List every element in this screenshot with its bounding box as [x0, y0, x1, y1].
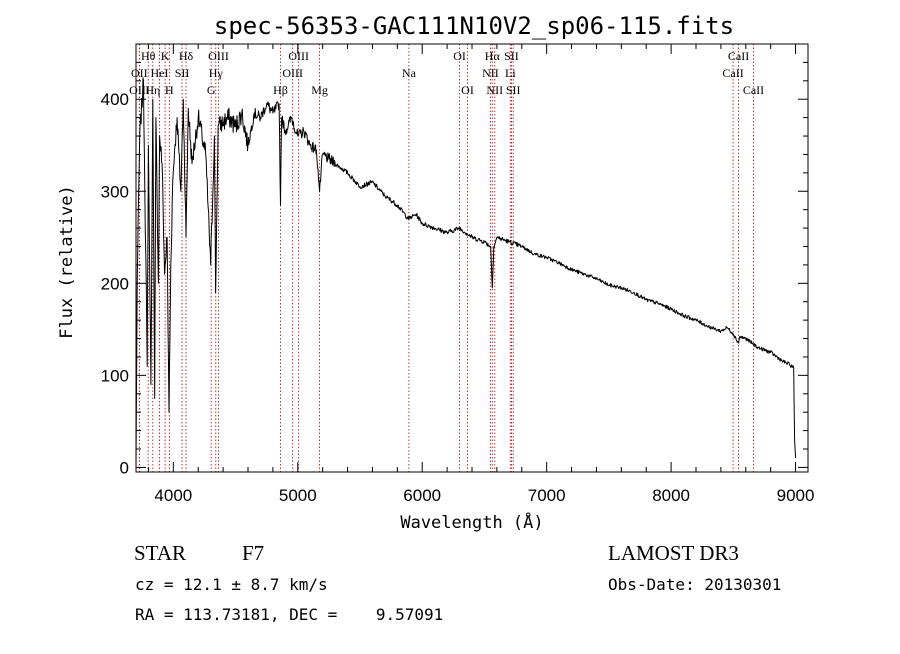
spectral-line-label: SII: [504, 49, 519, 63]
spectral-line-label: SII: [506, 83, 521, 97]
spectral-line-label: NII: [486, 83, 503, 97]
flux-line: [135, 77, 797, 468]
survey-name: LAMOST DR3: [608, 541, 739, 565]
x-tick-label: 7000: [528, 486, 566, 505]
spectral-line-markers: [138, 44, 754, 472]
spectral-line-label: H: [165, 83, 174, 97]
obs-date: Obs-Date: 20130301: [608, 575, 781, 594]
spectral-line-label: OIII: [282, 66, 303, 80]
y-tick-label: 100: [101, 366, 129, 385]
y-tick-label: 400: [101, 90, 129, 109]
y-axis-ticks: 0 100 200 300 400: [101, 61, 808, 477]
spectral-line-label: Mg: [311, 83, 328, 97]
x-tick-label: 9000: [777, 486, 815, 505]
spectral-line-label: Li: [505, 66, 516, 80]
y-axis-label: Flux (relative): [57, 185, 77, 339]
spectral-line-label: OI: [461, 83, 474, 97]
spectral-line-label: CaII: [743, 83, 764, 97]
chart-title: spec-56353-GAC111N10V2_sp06-115.fits: [214, 12, 734, 40]
spectral-line-label: K: [161, 49, 170, 63]
spectral-line-label: NII: [482, 66, 499, 80]
spectral-line-label: OIII: [129, 83, 150, 97]
spectral-line-label: Hγ: [209, 66, 224, 80]
x-axis-ticks: 4000 5000 6000 7000 8000 9000: [147, 44, 815, 505]
spectral-line-label: OII: [131, 66, 148, 80]
y-tick-label: 0: [120, 458, 129, 477]
spectral-line-label: Hβ: [273, 83, 288, 97]
spectral-line-label: Hδ: [179, 49, 194, 63]
object-class: STAR: [134, 541, 186, 565]
y-tick-label: 300: [101, 182, 129, 201]
spectral-line-label: HeI: [151, 66, 169, 80]
y-tick-label: 200: [101, 274, 129, 293]
object-subclass: F7: [242, 541, 264, 565]
spectral-line-label: SII: [175, 66, 190, 80]
spectral-line-label: Hθ: [141, 49, 156, 63]
spectral-line-label: OI: [453, 49, 466, 63]
x-tick-label: 5000: [279, 486, 317, 505]
spectral-line-label: OIII: [288, 49, 309, 63]
spectral-line-label: CaII: [722, 66, 743, 80]
x-tick-label: 4000: [154, 486, 192, 505]
spectral-line-label: Na: [402, 66, 417, 80]
x-tick-label: 6000: [403, 486, 441, 505]
flux-series: [135, 77, 797, 468]
x-axis-label: Wavelength (Å): [400, 511, 543, 533]
plot-frame: [135, 43, 809, 473]
redshift-cz: cz = 12.1 ± 8.7 km/s: [135, 575, 328, 594]
spectral-line-label: Hα: [485, 49, 501, 63]
ra-dec-coordinates: RA = 113.73181, DEC = 9.57091: [135, 605, 443, 624]
spectral-line-label: Hη: [145, 83, 160, 97]
spectral-line-label: OIII: [208, 49, 229, 63]
spectral-line-label: CaII: [728, 49, 749, 63]
spectral-line-label: G: [207, 83, 216, 97]
x-tick-label: 8000: [652, 486, 690, 505]
